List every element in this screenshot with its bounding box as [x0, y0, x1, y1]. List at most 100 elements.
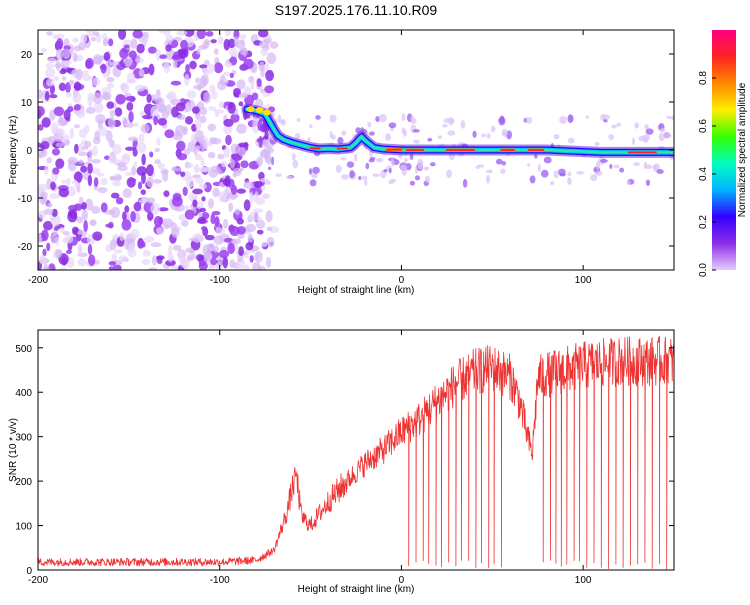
noise-blob: [193, 163, 200, 174]
noise-blob: [165, 44, 172, 52]
faint-spot: [271, 156, 275, 166]
noise-blob: [162, 170, 169, 182]
noise-blob: [257, 119, 263, 131]
faint-spot: [369, 156, 376, 161]
noise-blob: [165, 259, 176, 267]
noise-blob: [121, 83, 130, 94]
noise-blob: [50, 181, 56, 191]
noise-blob: [76, 216, 84, 224]
noise-blob: [93, 31, 100, 37]
noise-blob: [194, 153, 203, 161]
noise-blob: [240, 160, 249, 169]
snr-y-tick-label: 200: [15, 477, 32, 488]
noise-blob: [52, 34, 59, 40]
noise-blob: [118, 255, 128, 262]
noise-blob: [65, 92, 72, 98]
noise-blob: [158, 30, 167, 34]
noise-blob: [39, 254, 46, 265]
snr-panel: -200 -100 0 100 0 100 200 300 400 500 Height of s…: [8, 329, 675, 595]
faint-spot: [281, 120, 286, 124]
faint-spot: [308, 124, 313, 129]
noise-blob: [222, 71, 231, 77]
noise-blob: [238, 101, 244, 107]
noise-blob: [142, 249, 151, 257]
noise-blob: [209, 137, 218, 144]
noise-blob: [100, 177, 108, 186]
noise-blob: [228, 47, 238, 58]
noise-blob: [147, 211, 154, 221]
ridge-onset-peak: [246, 106, 255, 113]
noise-blob: [114, 60, 119, 66]
noise-blob: [44, 165, 49, 176]
noise-blob: [77, 243, 83, 255]
noise-blob: [266, 226, 273, 232]
noise-blob: [205, 31, 214, 37]
faint-spot: [425, 175, 431, 183]
noise-blob: [92, 145, 98, 157]
noise-blob: [133, 201, 142, 212]
noise-blob: [138, 198, 147, 204]
faint-spot: [495, 158, 503, 165]
noise-blob: [119, 48, 129, 59]
faint-spot: [388, 122, 397, 129]
noise-blob: [141, 153, 146, 166]
noise-blob: [263, 193, 271, 199]
noise-blob: [230, 184, 238, 195]
noise-blob: [201, 196, 206, 202]
noise-blob: [61, 179, 67, 184]
snr-y-tick-label: 300: [15, 433, 32, 444]
faint-spot: [315, 115, 321, 120]
snr-axes: -200 -100 0 100 0 100 200 300 400 500: [15, 329, 675, 586]
noise-blob: [178, 49, 187, 59]
noise-blob: [224, 30, 231, 37]
faint-spot: [619, 167, 625, 173]
noise-blob: [231, 238, 242, 244]
faint-spot: [437, 135, 443, 140]
spectrogram-y-tick-label: -20: [18, 242, 33, 253]
noise-blob: [178, 213, 187, 221]
noise-blob: [200, 158, 205, 167]
noise-blob: [208, 264, 215, 270]
noise-blob: [56, 38, 64, 50]
noise-blob: [199, 183, 207, 190]
faint-spot: [369, 131, 375, 136]
noise-blob: [245, 223, 257, 233]
noise-blob: [49, 84, 55, 95]
noise-blob: [55, 142, 64, 148]
noise-blob: [109, 239, 117, 251]
noise-blob: [38, 147, 44, 155]
noise-blob: [229, 72, 234, 79]
noise-blob: [47, 57, 57, 64]
noise-blob: [150, 202, 161, 215]
faint-spot: [486, 174, 490, 184]
colorbar-gradient: [712, 30, 736, 270]
noise-blob: [180, 258, 190, 269]
noise-blob: [219, 74, 226, 87]
faint-spot: [595, 170, 603, 176]
faint-spot: [413, 139, 420, 144]
snr-series-line: [38, 335, 674, 570]
noise-blob: [63, 109, 71, 121]
noise-blob: [108, 266, 114, 270]
noise-blob: [150, 105, 159, 117]
noise-blob: [243, 199, 251, 211]
noise-blob: [192, 106, 200, 114]
noise-blob: [95, 113, 106, 124]
noise-blob: [211, 91, 218, 100]
faint-spot: [644, 124, 649, 130]
noise-blob: [106, 67, 112, 76]
noise-blob: [264, 131, 269, 140]
noise-blob: [265, 210, 273, 223]
noise-blob: [181, 219, 189, 227]
noise-blob: [254, 251, 263, 263]
noise-blob: [195, 145, 201, 153]
noise-blob: [66, 234, 74, 244]
noise-blob: [126, 101, 134, 112]
faint-spot: [340, 157, 347, 161]
noise-blob: [92, 76, 101, 87]
noise-blob: [146, 93, 152, 103]
faint-spot: [506, 130, 513, 140]
noise-blob: [163, 61, 171, 74]
snr-y-tick-label: 400: [15, 388, 32, 399]
colorbar-label: Normalized spectral amplitude: [737, 82, 748, 217]
